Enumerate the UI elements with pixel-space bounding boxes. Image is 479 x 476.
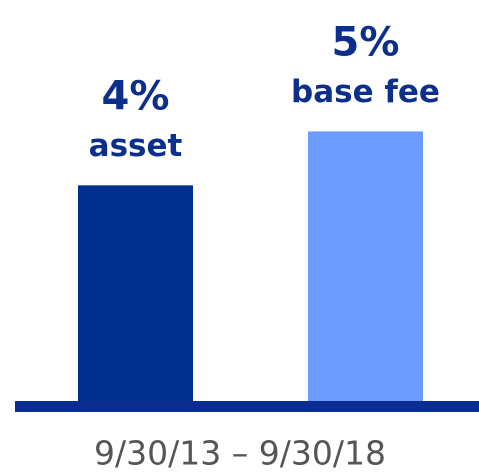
value-label: 5%	[332, 19, 400, 65]
value-label: 4%	[102, 73, 170, 119]
x-axis-label: 9/30/13 – 9/30/18	[94, 434, 386, 473]
category-label: base fee	[291, 74, 440, 110]
bar	[78, 185, 193, 401]
baseline	[15, 401, 479, 412]
category-label: asset	[89, 128, 183, 164]
bar	[308, 131, 423, 402]
